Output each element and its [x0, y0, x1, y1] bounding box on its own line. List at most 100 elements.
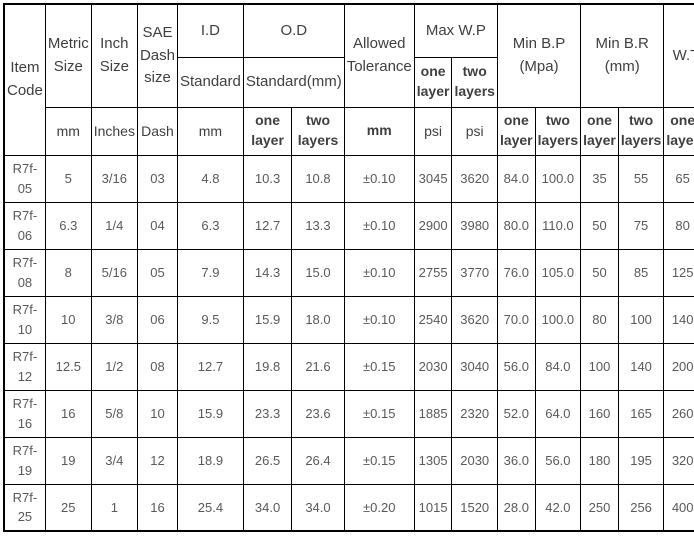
- cell-item-code: R7f-08: [3, 248, 46, 297]
- cell-br-one: 250: [580, 483, 619, 532]
- table-row: R7f-25 25 1 16 25.4 34.0 34.0 ±0.20 1015…: [3, 483, 694, 532]
- cell-tolerance: ±0.10: [343, 154, 415, 203]
- unit-od-two-layers: two layers: [291, 106, 345, 156]
- cell-wt-one: 260: [663, 389, 694, 438]
- table-row: R7f-08 8 5/16 05 7.9 14.3 15.0 ±0.10 275…: [3, 248, 694, 297]
- cell-od-two: 18.0: [291, 295, 345, 344]
- cell-wp-one: 1885: [413, 389, 453, 438]
- unit-dash: Dash: [136, 106, 178, 156]
- spec-table: Item Code Metric Size Inch Size SAE Dash…: [3, 3, 694, 532]
- cell-metric: 6.3: [44, 201, 92, 250]
- cell-bp-two: 64.0: [534, 389, 582, 438]
- cell-dash: 12: [136, 436, 178, 485]
- cell-bp-two: 56.0: [534, 436, 582, 485]
- cell-metric: 16: [44, 389, 92, 438]
- table-row: R7f-06 6.3 1/4 04 6.3 12.7 13.3 ±0.10 29…: [3, 201, 694, 250]
- header-od-standard: Standard(mm): [242, 56, 345, 108]
- cell-dash: 05: [136, 248, 178, 297]
- cell-bp-one: 52.0: [496, 389, 536, 438]
- unit-inches: Inches: [90, 106, 138, 156]
- cell-wp-one: 2900: [413, 201, 453, 250]
- cell-bp-two: 110.0: [534, 201, 582, 250]
- cell-od-two: 10.8: [291, 154, 345, 203]
- cell-id: 15.9: [176, 389, 244, 438]
- header-min-br: Min B.R (mm): [580, 3, 665, 108]
- cell-od-two: 21.6: [291, 342, 345, 391]
- table-row: R7f-19 19 3/4 12 18.9 26.5 26.4 ±0.15 13…: [3, 436, 694, 485]
- unit-bp-two-layers: two layers: [534, 106, 582, 156]
- cell-br-two: 165: [617, 389, 665, 438]
- cell-br-two: 100: [617, 295, 665, 344]
- cell-inch: 3/8: [90, 295, 138, 344]
- cell-tolerance: ±0.20: [343, 483, 415, 532]
- header-sae-dash-size: SAE Dash size: [136, 3, 178, 108]
- header-min-bp: Min B.P (Mpa): [496, 3, 582, 108]
- cell-dash: 04: [136, 201, 178, 250]
- unit-bp-one-layer: one layer: [496, 106, 536, 156]
- cell-od-one: 14.3: [242, 248, 293, 297]
- cell-wp-two: 3620: [451, 154, 498, 203]
- header-row-middle: Standard Standard(mm) one layer two laye…: [4, 56, 694, 108]
- cell-wp-two: 1520: [451, 483, 498, 532]
- cell-od-one: 19.8: [242, 342, 293, 391]
- cell-wt-one: 400: [663, 483, 694, 532]
- cell-id: 6.3: [176, 201, 244, 250]
- cell-wp-two: 2320: [451, 389, 498, 438]
- cell-tolerance: ±0.15: [343, 436, 415, 485]
- cell-item-code: R7f-16: [3, 389, 46, 438]
- header-od: O.D: [242, 3, 345, 58]
- cell-br-one: 100: [580, 342, 619, 391]
- cell-wt-one: 65: [663, 154, 694, 203]
- cell-wt-one: 320: [663, 436, 694, 485]
- cell-item-code: R7f-19: [3, 436, 46, 485]
- cell-inch: 1/2: [90, 342, 138, 391]
- cell-od-two: 26.4: [291, 436, 345, 485]
- cell-metric: 8: [44, 248, 92, 297]
- cell-metric: 25: [44, 483, 92, 532]
- table-row: R7f-16 16 5/8 10 15.9 23.3 23.6 ±0.15 18…: [3, 389, 694, 438]
- cell-wp-one: 2755: [413, 248, 453, 297]
- cell-wp-two: 3040: [451, 342, 498, 391]
- unit-wp-one-psi: psi: [413, 106, 453, 156]
- cell-wp-two: 3620: [451, 295, 498, 344]
- cell-tolerance: ±0.10: [343, 201, 415, 250]
- cell-br-two: 75: [617, 201, 665, 250]
- unit-wt-one-layer: one layer: [663, 106, 694, 156]
- cell-br-two: 140: [617, 342, 665, 391]
- header-inch-size: Inch Size: [90, 3, 138, 108]
- header-row-units: mm Inches Dash mm one layer two layers m…: [4, 106, 694, 156]
- cell-wt-one: 140: [663, 295, 694, 344]
- cell-br-one: 50: [580, 201, 619, 250]
- cell-wp-one: 2030: [413, 342, 453, 391]
- cell-od-one: 12.7: [242, 201, 293, 250]
- cell-br-one: 160: [580, 389, 619, 438]
- cell-bp-one: 70.0: [496, 295, 536, 344]
- cell-dash: 03: [136, 154, 178, 203]
- cell-item-code: R7f-06: [3, 201, 46, 250]
- cell-wt-one: 80: [663, 201, 694, 250]
- cell-wp-two: 3980: [451, 201, 498, 250]
- cell-tolerance: ±0.15: [343, 389, 415, 438]
- cell-inch: 3/4: [90, 436, 138, 485]
- unit-id-mm: mm: [176, 106, 244, 156]
- header-id-standard: Standard: [176, 56, 244, 108]
- cell-wt-one: 125: [663, 248, 694, 297]
- cell-inch: 3/16: [90, 154, 138, 203]
- cell-wp-one: 1305: [413, 436, 453, 485]
- unit-br-two-layers: two layers: [617, 106, 665, 156]
- cell-bp-two: 105.0: [534, 248, 582, 297]
- cell-id: 4.8: [176, 154, 244, 203]
- cell-br-one: 35: [580, 154, 619, 203]
- cell-wp-one: 1015: [413, 483, 453, 532]
- cell-br-one: 80: [580, 295, 619, 344]
- header-item-code: Item Code: [3, 3, 46, 156]
- unit-metric-mm: mm: [44, 106, 92, 156]
- cell-od-one: 26.5: [242, 436, 293, 485]
- unit-br-one-layer: one layer: [580, 106, 619, 156]
- cell-br-one: 180: [580, 436, 619, 485]
- cell-tolerance: ±0.10: [343, 295, 415, 344]
- cell-bp-one: 76.0: [496, 248, 536, 297]
- unit-od-one-layer: one layer: [242, 106, 293, 156]
- table-row: R7f-12 12.5 1/2 08 12.7 19.8 21.6 ±0.15 …: [3, 342, 694, 391]
- cell-od-one: 10.3: [242, 154, 293, 203]
